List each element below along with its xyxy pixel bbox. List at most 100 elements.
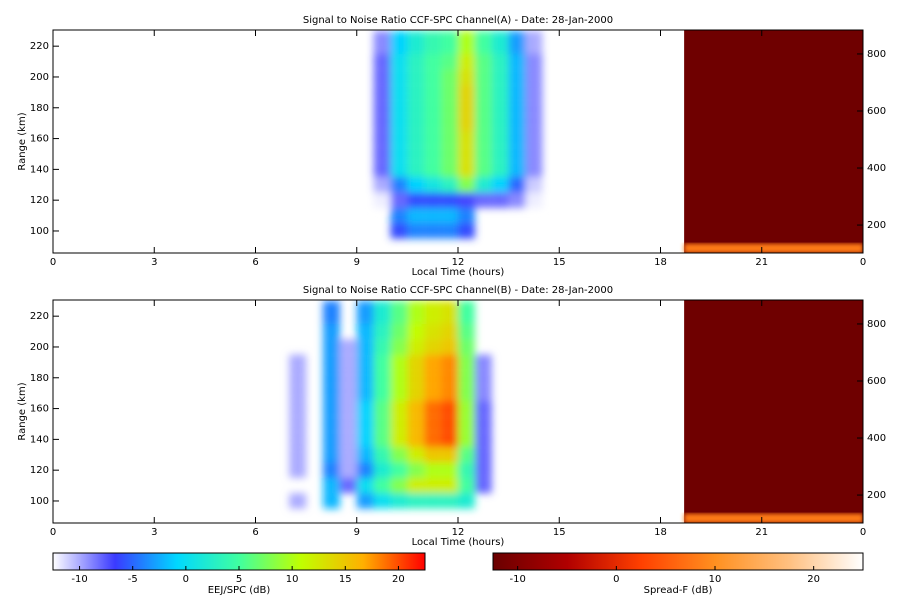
cell	[441, 192, 458, 208]
cell	[508, 115, 526, 131]
cell	[407, 115, 425, 131]
cell	[289, 385, 307, 401]
cell	[508, 30, 526, 54]
cell	[424, 30, 442, 54]
y2-tick-label: 800	[867, 49, 886, 60]
cell	[339, 385, 357, 401]
cell	[390, 385, 408, 401]
cell	[373, 416, 391, 432]
cell	[474, 130, 492, 147]
cell	[458, 130, 475, 147]
cell	[424, 416, 442, 432]
cell	[289, 416, 307, 432]
x-tick-label: 3	[151, 527, 157, 538]
cell	[407, 161, 425, 178]
cell	[390, 447, 408, 463]
cell	[474, 192, 492, 208]
colorbar-tick-label: 15	[339, 574, 352, 585]
cell	[525, 115, 543, 131]
cell	[407, 192, 425, 208]
cell	[424, 192, 442, 208]
cell	[424, 115, 442, 131]
cell	[491, 84, 509, 101]
cell	[441, 130, 458, 147]
cell	[491, 53, 509, 70]
cell	[458, 192, 475, 208]
x-tick-label: 9	[354, 257, 360, 268]
cell	[525, 177, 543, 193]
y-tick-label: 100	[30, 226, 49, 237]
x-tick-label: 9	[354, 527, 360, 538]
cell	[424, 161, 442, 178]
cell	[491, 100, 509, 116]
cell	[407, 431, 425, 448]
x-tick-label: 0	[50, 257, 56, 268]
cell	[458, 416, 475, 432]
x-tick-label: 18	[654, 257, 667, 268]
cell	[390, 354, 408, 371]
cell	[407, 177, 425, 193]
cell	[424, 385, 442, 401]
cell	[474, 477, 492, 494]
cell	[390, 161, 408, 178]
cell	[441, 385, 458, 401]
cell	[390, 370, 408, 386]
cell	[424, 462, 442, 478]
cell	[458, 146, 475, 162]
cell	[407, 69, 425, 85]
y-tick-label: 200	[30, 72, 49, 83]
cell	[356, 477, 374, 494]
x-tick-label: 0	[860, 257, 866, 268]
cell	[323, 339, 340, 355]
cell	[424, 447, 442, 463]
cell	[390, 323, 408, 340]
cell	[525, 53, 543, 70]
cell	[441, 69, 458, 85]
cell	[474, 462, 492, 478]
cell	[441, 207, 458, 224]
cell	[407, 146, 425, 162]
cell	[356, 354, 374, 371]
y-tick-label: 220	[30, 41, 49, 52]
cell	[441, 339, 458, 355]
y2-tick-label: 400	[867, 163, 886, 174]
cell	[458, 477, 475, 494]
cell	[491, 192, 509, 208]
cell	[458, 115, 475, 131]
cell	[390, 416, 408, 432]
cell	[441, 115, 458, 131]
cell	[458, 69, 475, 85]
cell	[525, 30, 543, 54]
colorbar-label: Spread-F (dB)	[644, 585, 713, 596]
cell	[356, 323, 374, 340]
heatmap	[289, 300, 492, 509]
colorbar-tick-label: 10	[709, 574, 722, 585]
cell	[441, 416, 458, 432]
cell	[339, 400, 357, 417]
cell	[508, 130, 526, 147]
cell	[390, 84, 408, 101]
x-tick-label: 6	[252, 257, 258, 268]
cell	[407, 53, 425, 70]
cell	[491, 146, 509, 162]
cell	[407, 462, 425, 478]
cell	[289, 447, 307, 463]
heatmap-cells	[373, 30, 543, 239]
cell	[407, 370, 425, 386]
cell	[373, 300, 391, 324]
cell	[407, 447, 425, 463]
cell	[390, 130, 408, 147]
cell	[424, 477, 442, 494]
cell	[458, 447, 475, 463]
cell	[458, 385, 475, 401]
cell	[373, 493, 391, 509]
y2-tick-label: 400	[867, 433, 886, 444]
cell	[356, 339, 374, 355]
cell	[407, 323, 425, 340]
y-tick-label: 200	[30, 342, 49, 353]
cell	[491, 69, 509, 85]
panel-title: Signal to Noise Ratio CCF-SPC Channel(A)…	[303, 15, 613, 26]
x-tick-label: 21	[755, 257, 768, 268]
colorbar-tick-label: -10	[71, 574, 87, 585]
